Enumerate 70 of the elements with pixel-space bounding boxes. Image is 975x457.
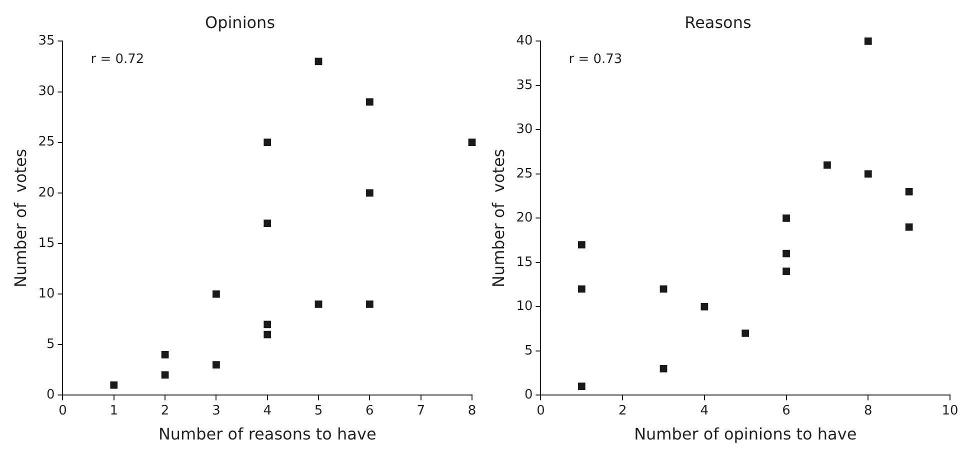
x-tick-label: 0 <box>58 403 67 418</box>
chart-title: Opinions <box>204 12 276 32</box>
point <box>212 290 220 298</box>
chart-title: Reasons <box>684 12 752 32</box>
y-tick-label: 35 <box>516 78 533 93</box>
annotation: r = 0.72 <box>90 52 144 68</box>
x-tick-label: 8 <box>468 403 476 418</box>
y-axis-title: Number of votes <box>488 148 508 288</box>
x-tick-label: 1 <box>110 403 118 418</box>
point <box>161 371 169 379</box>
point <box>782 268 790 275</box>
y-tick-label: 20 <box>516 210 533 226</box>
y-tick-label: 15 <box>516 254 533 270</box>
y-tick-label: 20 <box>38 185 55 200</box>
y-tick-label: 5 <box>524 343 533 358</box>
x-tick-label: 7 <box>416 403 425 418</box>
x-tick-label: 4 <box>700 403 709 418</box>
x-tick-label: 0 <box>536 403 545 418</box>
point <box>212 361 220 369</box>
x-axis-title: Number of opinions to have <box>634 424 857 444</box>
y-tick-label: 25 <box>516 166 533 182</box>
y-tick-label: 10 <box>516 299 533 314</box>
y-tick-label: 30 <box>38 84 55 100</box>
point <box>824 161 831 169</box>
x-tick-label: 4 <box>263 403 272 418</box>
point <box>264 320 272 328</box>
point <box>110 381 118 389</box>
point <box>578 285 586 293</box>
point <box>468 138 476 146</box>
x-tick-label: 2 <box>160 403 170 418</box>
point <box>366 300 374 308</box>
point <box>264 138 272 146</box>
y-tick-label: 10 <box>38 286 55 302</box>
x-axis-title: Number of reasons to have <box>158 424 376 444</box>
y-axis-title: Number of votes <box>10 148 30 288</box>
x-tick-label: 6 <box>366 403 374 418</box>
point <box>578 382 586 390</box>
point <box>660 285 668 293</box>
point <box>700 303 708 310</box>
y-tick-label: 15 <box>38 236 55 251</box>
point <box>905 188 913 196</box>
point <box>864 170 872 178</box>
point <box>782 250 790 258</box>
point <box>782 214 790 222</box>
point <box>905 223 913 231</box>
y-tick-label: 0 <box>46 388 55 403</box>
x-tick-label: 3 <box>212 403 220 418</box>
y-tick-label: 30 <box>516 122 533 138</box>
point <box>264 220 272 227</box>
x-tick-label: 6 <box>782 403 790 418</box>
point <box>864 38 872 45</box>
point <box>161 351 169 358</box>
point <box>366 189 374 197</box>
x-tick-label: 10 <box>942 403 958 418</box>
point <box>742 330 750 337</box>
point <box>366 98 374 106</box>
point <box>264 330 272 338</box>
x-tick-label: 8 <box>864 403 872 418</box>
y-tick-label: 40 <box>516 34 533 49</box>
x-tick-label: 2 <box>618 403 627 418</box>
point <box>314 300 322 308</box>
point <box>660 364 668 372</box>
point <box>314 58 322 66</box>
annotation: r = 0.73 <box>568 52 622 68</box>
point <box>578 241 586 248</box>
y-tick-label: 0 <box>524 388 533 403</box>
y-tick-label: 5 <box>46 337 55 352</box>
y-tick-label: 35 <box>38 34 55 49</box>
y-tick-label: 25 <box>38 134 55 150</box>
x-tick-label: 5 <box>314 403 323 418</box>
